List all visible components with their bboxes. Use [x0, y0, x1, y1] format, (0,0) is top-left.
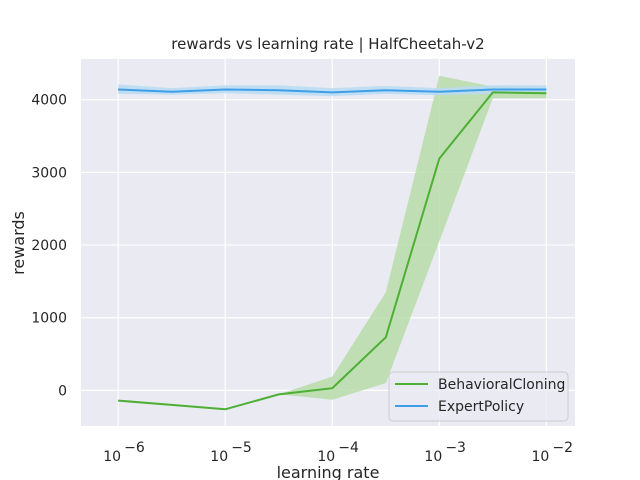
y-axis-label: rewards — [9, 211, 28, 275]
x-tick-label: 10 — [531, 449, 549, 465]
series-line-1 — [118, 88, 547, 94]
y-tick-label: 0 — [58, 383, 67, 399]
y-tick-label: 1000 — [31, 311, 67, 327]
legend: BehavioralCloning ExpertPolicy — [388, 371, 569, 422]
x-tick-label: 10 — [317, 449, 335, 465]
y-tick-label: 2000 — [31, 238, 67, 254]
x-tick-exponent: −6 — [124, 440, 145, 456]
x-axis-label: learning rate — [277, 463, 380, 480]
x-tick-exponent: −4 — [338, 440, 359, 456]
series-lines — [118, 88, 547, 411]
x-tick-exponent: −5 — [231, 440, 252, 456]
legend-label-0: BehavioralCloning — [438, 377, 565, 393]
x-tick-labels: 10−610−510−410−310−2 — [103, 440, 573, 465]
x-tick-exponent: −3 — [445, 440, 466, 456]
x-tick-label: 10 — [103, 449, 121, 465]
y-tick-label: 4000 — [31, 93, 67, 109]
y-tick-labels: 0 1000 2000 3000 4000 — [31, 93, 67, 400]
series-band-1 — [118, 84, 547, 97]
x-tick-exponent: −2 — [552, 440, 573, 456]
series-line-0 — [118, 91, 547, 411]
plot-area — [81, 59, 575, 426]
legend-box — [388, 371, 569, 422]
y-tick-label: 3000 — [31, 165, 67, 181]
x-tick-label: 10 — [424, 449, 442, 465]
legend-label-1: ExpertPolicy — [438, 399, 524, 415]
chart-title: rewards vs learning rate | HalfCheetah-v… — [171, 35, 484, 53]
x-tick-label: 10 — [210, 449, 228, 465]
